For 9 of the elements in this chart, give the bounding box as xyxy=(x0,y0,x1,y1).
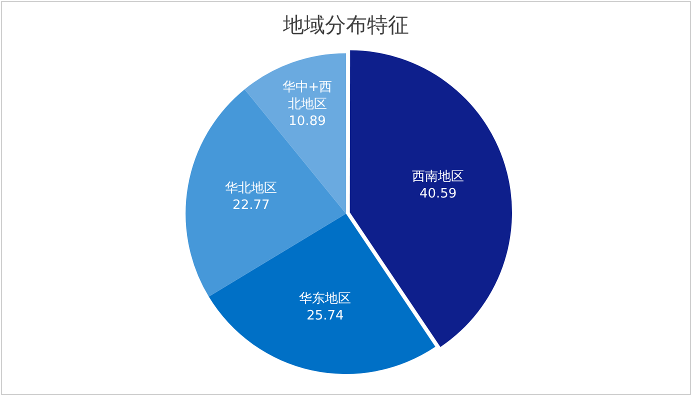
data-label: 40.59 xyxy=(419,186,457,202)
slice-label: 华北地区 xyxy=(225,181,278,196)
slice-label: 西南地区 xyxy=(412,169,464,184)
slice-label: 华东地区 xyxy=(299,291,352,306)
chart-title: 地域分布特征 xyxy=(282,13,409,38)
data-label: 25.74 xyxy=(306,308,344,324)
data-label: 22.77 xyxy=(232,198,270,214)
data-label: 10.89 xyxy=(288,114,326,130)
slice-label: 华中+西北地区 xyxy=(282,80,332,112)
